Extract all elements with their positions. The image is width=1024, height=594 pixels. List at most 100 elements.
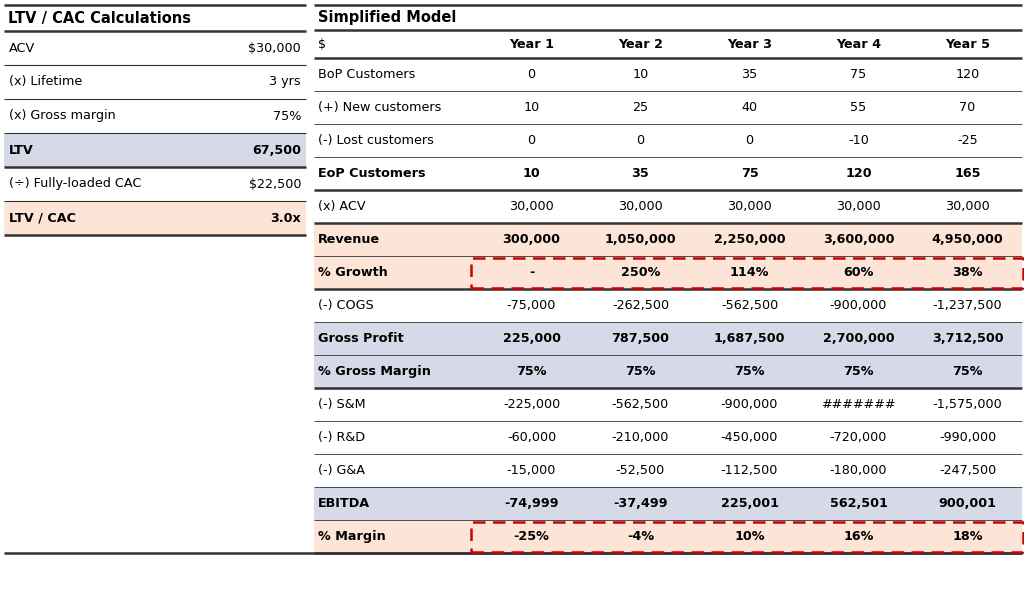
Text: 55: 55 xyxy=(850,101,866,114)
Bar xyxy=(314,487,1022,520)
Text: -37,499: -37,499 xyxy=(613,497,668,510)
Text: -990,000: -990,000 xyxy=(939,431,996,444)
Text: -180,000: -180,000 xyxy=(829,464,887,477)
Text: -900,000: -900,000 xyxy=(721,398,778,411)
Text: 165: 165 xyxy=(954,167,981,180)
Text: (-) Lost customers: (-) Lost customers xyxy=(318,134,434,147)
Text: 40: 40 xyxy=(741,101,758,114)
Text: 75: 75 xyxy=(740,167,759,180)
Text: 38%: 38% xyxy=(952,266,983,279)
Text: 75%: 75% xyxy=(843,365,873,378)
Text: Year 3: Year 3 xyxy=(727,37,772,50)
Text: -74,999: -74,999 xyxy=(504,497,559,510)
Text: (÷) Fully-loaded CAC: (÷) Fully-loaded CAC xyxy=(9,178,141,191)
Text: -52,500: -52,500 xyxy=(615,464,666,477)
Text: (-) R&D: (-) R&D xyxy=(318,431,366,444)
Text: Revenue: Revenue xyxy=(318,233,380,246)
Text: Gross Profit: Gross Profit xyxy=(318,332,403,345)
Text: (x) ACV: (x) ACV xyxy=(318,200,366,213)
Text: 300,000: 300,000 xyxy=(503,233,560,246)
Text: 225,000: 225,000 xyxy=(503,332,560,345)
Text: (-) G&A: (-) G&A xyxy=(318,464,365,477)
Text: 120: 120 xyxy=(955,68,980,81)
Text: -10: -10 xyxy=(848,134,869,147)
Text: 75: 75 xyxy=(850,68,866,81)
Text: -210,000: -210,000 xyxy=(611,431,670,444)
Text: (+) New customers: (+) New customers xyxy=(318,101,441,114)
Text: -562,500: -562,500 xyxy=(721,299,778,312)
Text: Year 1: Year 1 xyxy=(509,37,554,50)
Text: 25: 25 xyxy=(633,101,648,114)
Text: -262,500: -262,500 xyxy=(612,299,669,312)
Text: 35: 35 xyxy=(632,167,649,180)
Text: -: - xyxy=(528,266,535,279)
Text: 18%: 18% xyxy=(952,530,983,543)
Text: 75%: 75% xyxy=(516,365,547,378)
Text: EBITDA: EBITDA xyxy=(318,497,370,510)
Text: 10%: 10% xyxy=(734,530,765,543)
Bar xyxy=(314,256,1022,289)
Text: -900,000: -900,000 xyxy=(829,299,887,312)
Text: 0: 0 xyxy=(745,134,754,147)
Text: -450,000: -450,000 xyxy=(721,431,778,444)
Text: 30,000: 30,000 xyxy=(837,200,881,213)
Text: % Gross Margin: % Gross Margin xyxy=(318,365,431,378)
Text: % Margin: % Margin xyxy=(318,530,386,543)
Text: 900,001: 900,001 xyxy=(939,497,996,510)
Text: 10: 10 xyxy=(523,101,540,114)
Bar xyxy=(314,322,1022,355)
Text: 0: 0 xyxy=(527,68,536,81)
Text: (-) COGS: (-) COGS xyxy=(318,299,374,312)
Text: 3.0x: 3.0x xyxy=(270,211,301,225)
Text: -1,575,000: -1,575,000 xyxy=(933,398,1002,411)
Text: 120: 120 xyxy=(845,167,871,180)
Text: Simplified Model: Simplified Model xyxy=(318,10,457,25)
Text: 10: 10 xyxy=(522,167,541,180)
Text: 1,050,000: 1,050,000 xyxy=(605,233,676,246)
Text: -25: -25 xyxy=(957,134,978,147)
Text: -225,000: -225,000 xyxy=(503,398,560,411)
Text: 75%: 75% xyxy=(952,365,983,378)
Text: LTV / CAC Calculations: LTV / CAC Calculations xyxy=(8,11,191,26)
Text: 2,250,000: 2,250,000 xyxy=(714,233,785,246)
Text: 0: 0 xyxy=(637,134,644,147)
Text: 0: 0 xyxy=(527,134,536,147)
Text: -720,000: -720,000 xyxy=(829,431,887,444)
Text: LTV: LTV xyxy=(9,144,34,156)
Text: 787,500: 787,500 xyxy=(611,332,670,345)
Text: 30,000: 30,000 xyxy=(727,200,772,213)
Text: -4%: -4% xyxy=(627,530,654,543)
Text: 562,501: 562,501 xyxy=(829,497,888,510)
Bar xyxy=(4,201,306,235)
Text: EoP Customers: EoP Customers xyxy=(318,167,426,180)
Bar xyxy=(314,520,1022,553)
Bar xyxy=(314,223,1022,256)
Text: -25%: -25% xyxy=(514,530,550,543)
Text: -112,500: -112,500 xyxy=(721,464,778,477)
Text: 30,000: 30,000 xyxy=(618,200,663,213)
Text: (x) Lifetime: (x) Lifetime xyxy=(9,75,82,89)
Text: BoP Customers: BoP Customers xyxy=(318,68,416,81)
Text: $22,500: $22,500 xyxy=(249,178,301,191)
Text: Year 5: Year 5 xyxy=(945,37,990,50)
Text: 250%: 250% xyxy=(621,266,660,279)
Text: -562,500: -562,500 xyxy=(612,398,669,411)
Text: 3,712,500: 3,712,500 xyxy=(932,332,1004,345)
Text: 3,600,000: 3,600,000 xyxy=(822,233,894,246)
Text: LTV / CAC: LTV / CAC xyxy=(9,211,76,225)
Text: Year 4: Year 4 xyxy=(836,37,881,50)
Text: $: $ xyxy=(318,37,326,50)
Text: 70: 70 xyxy=(959,101,976,114)
Text: 114%: 114% xyxy=(730,266,769,279)
Bar xyxy=(4,133,306,167)
Text: -75,000: -75,000 xyxy=(507,299,556,312)
Text: 1,687,500: 1,687,500 xyxy=(714,332,785,345)
Bar xyxy=(314,355,1022,388)
Text: 35: 35 xyxy=(741,68,758,81)
Text: Year 2: Year 2 xyxy=(618,37,663,50)
Text: 30,000: 30,000 xyxy=(945,200,990,213)
Text: (x) Gross margin: (x) Gross margin xyxy=(9,109,116,122)
Text: 3 yrs: 3 yrs xyxy=(269,75,301,89)
Text: 75%: 75% xyxy=(272,109,301,122)
Text: ACV: ACV xyxy=(9,42,35,55)
